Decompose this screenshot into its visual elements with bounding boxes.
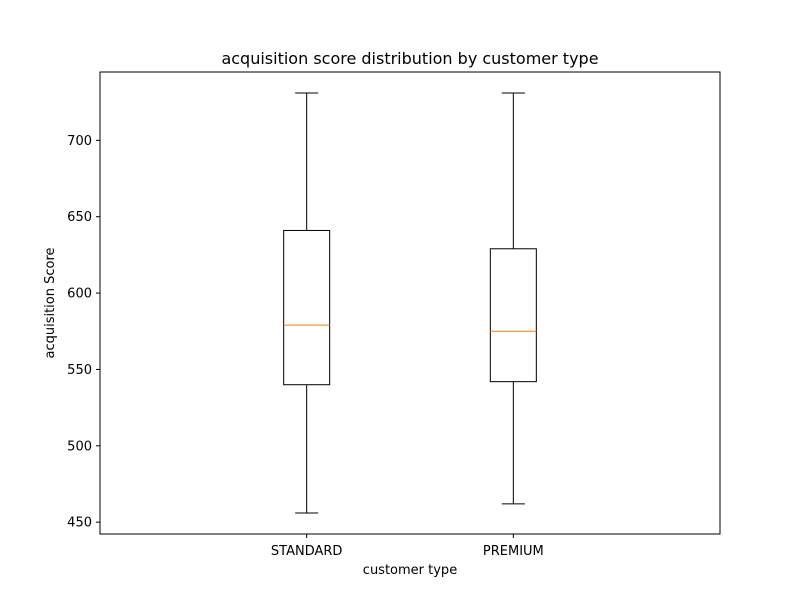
box-series <box>283 92 537 514</box>
interquartile-box <box>489 248 537 383</box>
y-axis-title: acquisition Score <box>43 247 58 358</box>
y-tick-label: 600 <box>67 287 92 302</box>
y-tick-label: 650 <box>67 210 92 225</box>
y-tick-label: 700 <box>67 134 92 149</box>
box-standard <box>283 92 331 514</box>
y-tick-label: 550 <box>67 363 92 378</box>
x-tick-label: STANDARD <box>271 544 343 559</box>
y-axis: 450 500 550 600 650 700 <box>67 134 100 531</box>
interquartile-box <box>283 229 331 386</box>
plot-area-frame <box>99 71 721 535</box>
box-premium <box>489 92 537 505</box>
y-tick-label: 500 <box>67 439 92 454</box>
y-tick-label: 450 <box>67 516 92 531</box>
x-axis: STANDARD PREMIUM <box>271 534 544 559</box>
x-axis-title: customer type <box>363 563 457 578</box>
chart-title: acquisition score distribution by custom… <box>221 49 598 68</box>
x-tick-label: PREMIUM <box>483 544 544 559</box>
